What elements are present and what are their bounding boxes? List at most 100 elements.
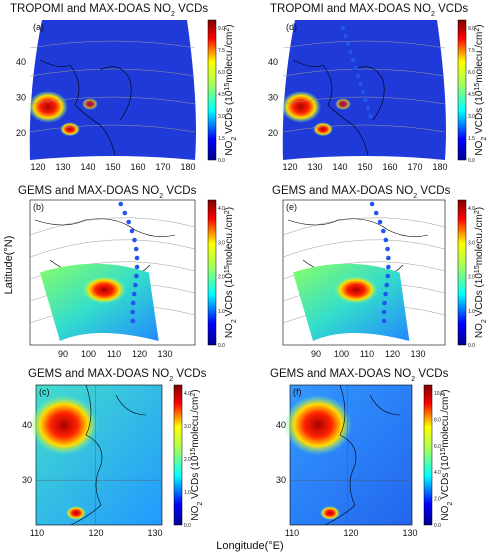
colorbar-tick-label: 0.0 bbox=[468, 343, 475, 349]
hotspot bbox=[335, 98, 351, 110]
colorbar-label-part: 2 bbox=[224, 28, 231, 32]
site-dot bbox=[130, 309, 135, 315]
colorbar-label-part: ) bbox=[474, 207, 485, 210]
site-dot bbox=[368, 113, 373, 119]
colorbar bbox=[173, 384, 183, 526]
panel-title: GEMS and MAX-DOAS NO2 VCDs bbox=[28, 368, 207, 383]
colorbar-label-part: VCDs (10 bbox=[440, 455, 451, 502]
colorbar bbox=[207, 19, 217, 161]
colorbar-tick-label: 0.0 bbox=[218, 158, 225, 164]
colorbar-label-part: 2 bbox=[474, 28, 481, 32]
colorbar-tick-label: 0.0 bbox=[218, 343, 225, 349]
colorbar-tick-label: 9.0 bbox=[468, 26, 475, 32]
panel-title: GEMS and MAX-DOAS NO2 VCDs bbox=[272, 185, 451, 200]
colorbar-tick-label: 4.0 bbox=[434, 470, 441, 476]
site-dot bbox=[130, 318, 136, 324]
colorbar-label-part: VCDs (10 bbox=[224, 90, 235, 137]
grid-arc bbox=[29, 217, 196, 236]
colorbar-label-part: NO bbox=[440, 505, 451, 520]
colorbar-tick-label: 2.0 bbox=[468, 275, 475, 281]
panel-title-part: 2 bbox=[413, 193, 417, 200]
y-axis-label: Latitude(°N) bbox=[3, 236, 15, 295]
lon-tick-label: 130 bbox=[157, 349, 172, 359]
colorbar-label-part: 15 bbox=[224, 83, 231, 91]
site-dot bbox=[381, 228, 386, 234]
colorbar-tick-label: 1.0 bbox=[468, 309, 475, 315]
hotspot bbox=[281, 90, 321, 123]
colorbar-label-part: 2 bbox=[481, 319, 488, 323]
lon-tick-label: 130 bbox=[402, 528, 417, 538]
colorbar-label-part: 2 bbox=[224, 210, 231, 214]
lat-tick-label: 30 bbox=[22, 475, 32, 485]
colorbar-tick-label: 7.5 bbox=[468, 48, 475, 54]
grid-arc bbox=[282, 124, 446, 133]
site-dot bbox=[358, 81, 363, 87]
grid-arc bbox=[282, 217, 446, 236]
lat-tick-label: 30 bbox=[276, 475, 286, 485]
lon-tick-label: 100 bbox=[334, 349, 349, 359]
panel-title-part: TROPOMI and MAX-DOAS NO bbox=[10, 3, 171, 15]
coastline bbox=[39, 59, 132, 156]
lat-tick-label: 40 bbox=[268, 57, 278, 67]
site-dot bbox=[340, 25, 346, 31]
colorbar-tick-label: 6.0 bbox=[434, 444, 441, 450]
site-dot bbox=[133, 246, 139, 252]
panel-title: GEMS and MAX-DOAS NO2 VCDs bbox=[18, 185, 197, 200]
lon-tick-label: 120 bbox=[88, 528, 103, 538]
site-dot bbox=[383, 237, 389, 243]
lon-tick-label: 120 bbox=[385, 349, 400, 359]
colorbar-label-part: NO bbox=[224, 323, 235, 338]
site-dot bbox=[132, 237, 137, 243]
site-dot bbox=[126, 219, 131, 225]
colorbar-tick-label: 7.5 bbox=[218, 48, 225, 54]
panel-label: (d) bbox=[286, 22, 297, 32]
panel-title-part: GEMS and MAX-DOAS NO bbox=[270, 368, 411, 380]
colorbar-tick-label: 0.0 bbox=[468, 158, 475, 164]
lon-tick-label: 100 bbox=[81, 349, 96, 359]
grid-arc bbox=[282, 239, 446, 258]
colorbar-label-part: NO bbox=[474, 323, 485, 338]
lon-tick-label: 90 bbox=[311, 349, 321, 359]
lon-tick-label: 110 bbox=[107, 349, 121, 359]
site-dot bbox=[385, 246, 390, 252]
colorbar-tick-label: 0.0 bbox=[184, 523, 191, 529]
site-dot bbox=[373, 210, 379, 216]
colorbar-label-part: molecu./cm bbox=[474, 214, 485, 265]
panel-title-part: VCDs bbox=[173, 368, 206, 380]
hotspot bbox=[28, 90, 68, 123]
site-dot bbox=[348, 49, 353, 55]
site-dot bbox=[118, 201, 124, 207]
site-dot bbox=[383, 291, 388, 297]
colorbar-label: NO2 VCDs (1015molecu./cm2) bbox=[474, 24, 488, 155]
colorbar-label: NO2 VCDs (1015molecu./cm2) bbox=[224, 24, 238, 155]
site-dot bbox=[386, 255, 391, 261]
panel-label: (c) bbox=[39, 387, 50, 397]
colorbar-label-part: molecu./cm bbox=[440, 397, 451, 448]
site-dot bbox=[133, 282, 138, 288]
panel-label: (b) bbox=[33, 202, 44, 212]
colorbar-tick-label: 4.5 bbox=[468, 92, 475, 98]
colorbar-label-part: 15 bbox=[474, 83, 481, 91]
lon-tick-label: 120 bbox=[30, 162, 45, 172]
panel-title-part: VCDs bbox=[435, 3, 468, 15]
lat-tick-label: 20 bbox=[16, 128, 26, 138]
site-dot bbox=[386, 264, 391, 270]
colorbar-label-part: ) bbox=[224, 24, 235, 27]
colorbar-label-part: VCDs (10 bbox=[190, 455, 201, 502]
colorbar-label-part: NO bbox=[474, 140, 485, 155]
panel-title-part: VCDs bbox=[415, 368, 448, 380]
colorbar-label-part: NO bbox=[190, 505, 201, 520]
colorbar bbox=[457, 199, 467, 346]
colorbar-label: NO2 VCDs (1015molecu./cm2) bbox=[224, 207, 238, 338]
colorbar-label-part: VCDs (10 bbox=[474, 273, 485, 320]
site-dot bbox=[381, 309, 387, 315]
coastline bbox=[324, 384, 401, 526]
hotspot bbox=[82, 275, 127, 304]
site-dot bbox=[130, 300, 136, 306]
hotspot bbox=[60, 122, 80, 137]
site-dot bbox=[134, 273, 139, 279]
site-dot bbox=[134, 255, 140, 261]
panel-title-part: VCDs bbox=[175, 3, 208, 15]
grid-arc bbox=[29, 239, 196, 258]
